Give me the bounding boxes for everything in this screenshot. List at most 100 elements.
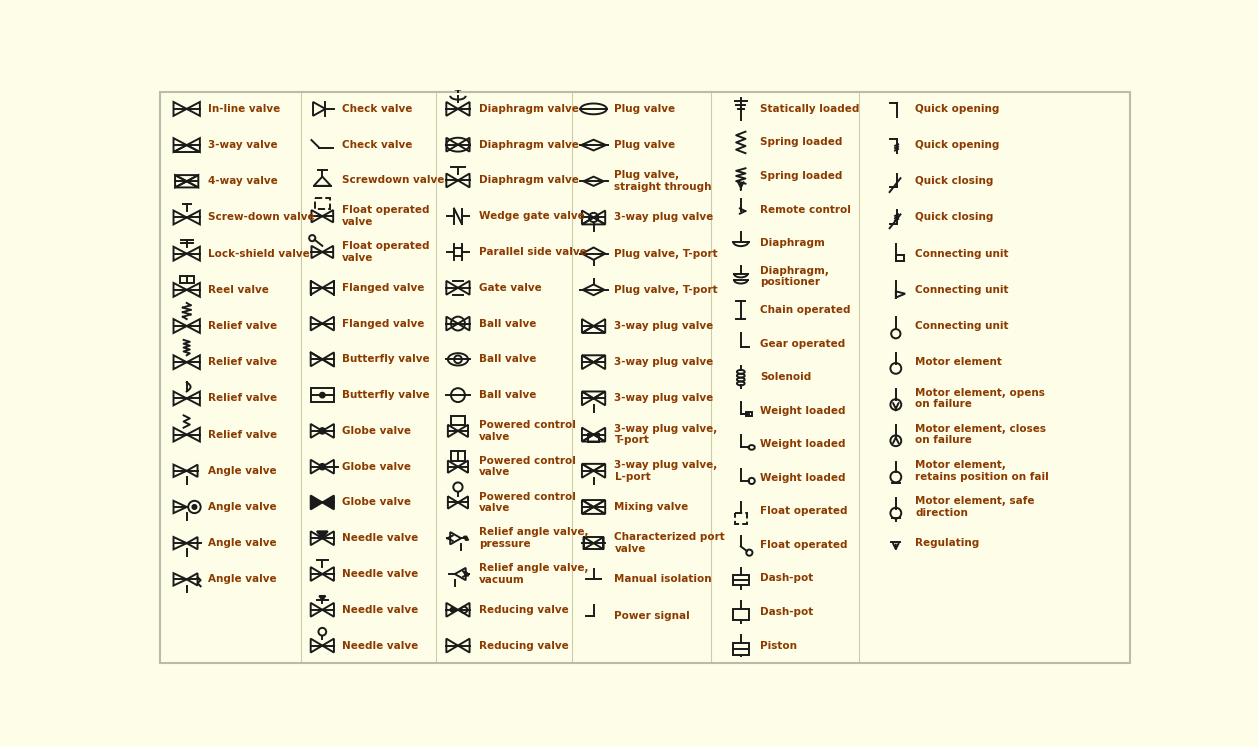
Text: Dash-pot: Dash-pot <box>760 574 814 583</box>
Text: 3-way plug valve,
T-port: 3-way plug valve, T-port <box>614 424 718 445</box>
Text: Screwdown valve: Screwdown valve <box>342 176 444 185</box>
Text: Quick closing: Quick closing <box>916 176 994 186</box>
Circle shape <box>320 464 326 470</box>
Text: Needle valve: Needle valve <box>342 605 418 615</box>
Text: Dash-pot: Dash-pot <box>760 607 814 617</box>
Text: 3-way plug valve: 3-way plug valve <box>614 394 713 403</box>
Text: Characterized port
valve: Characterized port valve <box>614 533 726 554</box>
Text: Powered control
valve: Powered control valve <box>479 420 576 441</box>
Bar <box>733 609 749 620</box>
Text: Ball valve: Ball valve <box>479 318 536 329</box>
Text: Relief valve: Relief valve <box>208 321 277 331</box>
Text: Relief angle valve,
vacuum: Relief angle valve, vacuum <box>479 563 589 585</box>
Text: Butterfly valve: Butterfly valve <box>342 390 429 400</box>
Bar <box>733 575 749 585</box>
Text: Lock-shield valve: Lock-shield valve <box>208 249 309 258</box>
Text: Angle valve: Angle valve <box>208 466 277 476</box>
Text: Regulating: Regulating <box>916 538 980 548</box>
Text: Powered control
valve: Powered control valve <box>479 492 576 513</box>
Text: Connecting unit: Connecting unit <box>916 249 1009 258</box>
Text: Spring loaded: Spring loaded <box>760 137 843 147</box>
Polygon shape <box>311 495 322 509</box>
Text: 3-way plug valve: 3-way plug valve <box>614 321 713 331</box>
Circle shape <box>320 392 325 398</box>
Text: Connecting unit: Connecting unit <box>916 321 1009 331</box>
Bar <box>733 642 749 655</box>
Text: Diaphragm valve: Diaphragm valve <box>479 104 579 114</box>
Text: In-line valve: In-line valve <box>208 104 279 114</box>
Text: Motor element,
retains position on fail: Motor element, retains position on fail <box>916 460 1049 482</box>
Text: Manual isolation: Manual isolation <box>614 574 712 584</box>
Text: Plug valve: Plug valve <box>614 140 676 150</box>
Text: Globe valve: Globe valve <box>342 426 410 436</box>
Text: Motor element, closes
on failure: Motor element, closes on failure <box>916 424 1047 445</box>
Bar <box>746 412 752 416</box>
Text: Check valve: Check valve <box>342 140 413 149</box>
Text: Plug valve, T-port: Plug valve, T-port <box>614 285 718 295</box>
Text: Motor element, opens
on failure: Motor element, opens on failure <box>916 388 1045 409</box>
Text: Weight loaded: Weight loaded <box>760 406 845 416</box>
Text: Ball valve: Ball valve <box>479 354 536 365</box>
Text: Powered control
valve: Powered control valve <box>479 456 576 477</box>
Text: Reel valve: Reel valve <box>208 285 268 295</box>
Text: Relief valve: Relief valve <box>208 394 277 403</box>
Text: Angle valve: Angle valve <box>208 538 277 548</box>
Text: Ball valve: Ball valve <box>479 390 536 400</box>
Text: Reducing valve: Reducing valve <box>479 641 569 651</box>
Bar <box>450 415 465 425</box>
Bar <box>314 198 330 208</box>
Text: Needle valve: Needle valve <box>342 641 418 651</box>
Text: Reducing valve: Reducing valve <box>479 605 569 615</box>
Text: Relief valve: Relief valve <box>208 430 277 439</box>
Text: Check valve: Check valve <box>342 104 413 114</box>
Text: Motor element, safe
direction: Motor element, safe direction <box>916 496 1034 518</box>
Text: Float operated
valve: Float operated valve <box>342 241 429 263</box>
Text: 3-way plug valve: 3-way plug valve <box>614 212 713 223</box>
Text: Connecting unit: Connecting unit <box>916 285 1009 295</box>
Text: Statically loaded: Statically loaded <box>760 104 859 114</box>
Text: Relief valve: Relief valve <box>208 357 277 368</box>
Text: Plug valve, T-port: Plug valve, T-port <box>614 249 718 258</box>
Text: 3-way plug valve: 3-way plug valve <box>614 357 713 368</box>
Text: Gate valve: Gate valve <box>479 283 542 293</box>
Text: Mixing valve: Mixing valve <box>614 502 688 512</box>
Circle shape <box>320 428 326 434</box>
Text: Spring loaded: Spring loaded <box>760 171 843 181</box>
Text: Screw-down valve: Screw-down valve <box>208 212 314 223</box>
Text: Float operated
valve: Float operated valve <box>342 205 429 227</box>
Text: Solenoid: Solenoid <box>760 372 811 382</box>
Text: Motor element: Motor element <box>916 357 1003 368</box>
Text: 4-way valve: 4-way valve <box>208 176 277 186</box>
Text: Diaphragm,
positioner: Diaphragm, positioner <box>760 266 829 288</box>
Polygon shape <box>320 596 326 600</box>
Text: Angle valve: Angle valve <box>208 502 277 512</box>
Text: Plug valve: Plug valve <box>614 104 676 114</box>
Text: Diaphragm: Diaphragm <box>760 238 825 248</box>
Text: Float operated: Float operated <box>760 506 848 516</box>
Text: Diaphragm valve: Diaphragm valve <box>479 140 579 149</box>
Bar <box>589 434 599 441</box>
Polygon shape <box>317 531 328 539</box>
Bar <box>311 388 333 402</box>
Text: Diaphragm valve: Diaphragm valve <box>479 176 579 185</box>
Text: Quick closing: Quick closing <box>916 212 994 223</box>
Text: Remote control: Remote control <box>760 205 852 214</box>
Bar <box>735 513 747 524</box>
Text: Flanged valve: Flanged valve <box>342 318 424 329</box>
Bar <box>180 276 194 283</box>
Text: Gear operated: Gear operated <box>760 338 845 349</box>
Polygon shape <box>322 495 333 509</box>
Text: Weight loaded: Weight loaded <box>760 439 845 450</box>
Text: Globe valve: Globe valve <box>342 498 410 507</box>
Text: Float operated: Float operated <box>760 540 848 550</box>
Circle shape <box>450 607 455 612</box>
Text: Needle valve: Needle valve <box>342 569 418 579</box>
Text: Angle valve: Angle valve <box>208 574 277 584</box>
Text: Flanged valve: Flanged valve <box>342 283 424 293</box>
Text: Weight loaded: Weight loaded <box>760 473 845 483</box>
Text: Plug valve,
straight through: Plug valve, straight through <box>614 170 712 192</box>
Text: Globe valve: Globe valve <box>342 462 410 471</box>
Text: Piston: Piston <box>760 641 798 651</box>
Circle shape <box>192 505 196 509</box>
Text: Quick opening: Quick opening <box>916 104 1000 114</box>
